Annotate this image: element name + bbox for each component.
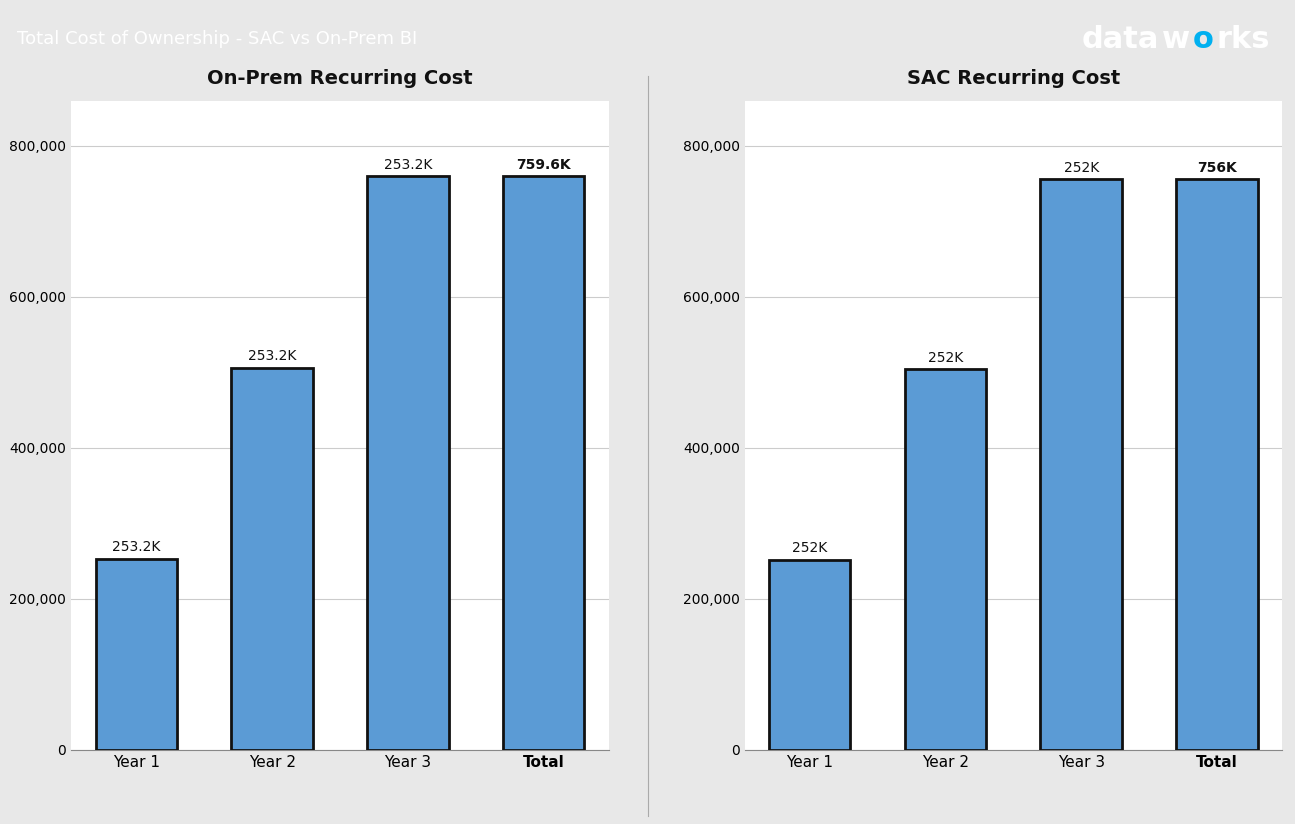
Text: 252K: 252K <box>1063 161 1099 175</box>
Bar <box>96 559 177 750</box>
Bar <box>905 369 987 750</box>
Text: Total Cost of Ownership - SAC vs On-Prem BI: Total Cost of Ownership - SAC vs On-Prem… <box>17 30 417 48</box>
Text: data: data <box>1081 25 1159 54</box>
Text: o: o <box>1193 25 1213 54</box>
Text: 759.6K: 759.6K <box>517 158 571 171</box>
Text: 756K: 756K <box>1197 161 1237 175</box>
Bar <box>502 176 584 750</box>
Bar <box>366 176 448 750</box>
Text: 253.2K: 253.2K <box>247 349 297 363</box>
Bar <box>1176 179 1257 750</box>
Text: rks: rks <box>1216 25 1269 54</box>
Text: w: w <box>1162 25 1190 54</box>
Text: 252K: 252K <box>793 541 828 555</box>
Text: 253.2K: 253.2K <box>113 541 161 555</box>
Bar <box>232 368 313 750</box>
Title: SAC Recurring Cost: SAC Recurring Cost <box>906 69 1120 88</box>
Bar <box>1040 179 1121 750</box>
Title: On-Prem Recurring Cost: On-Prem Recurring Cost <box>207 69 473 88</box>
Bar <box>769 559 851 750</box>
Text: 253.2K: 253.2K <box>383 158 433 171</box>
Text: 252K: 252K <box>927 351 963 365</box>
